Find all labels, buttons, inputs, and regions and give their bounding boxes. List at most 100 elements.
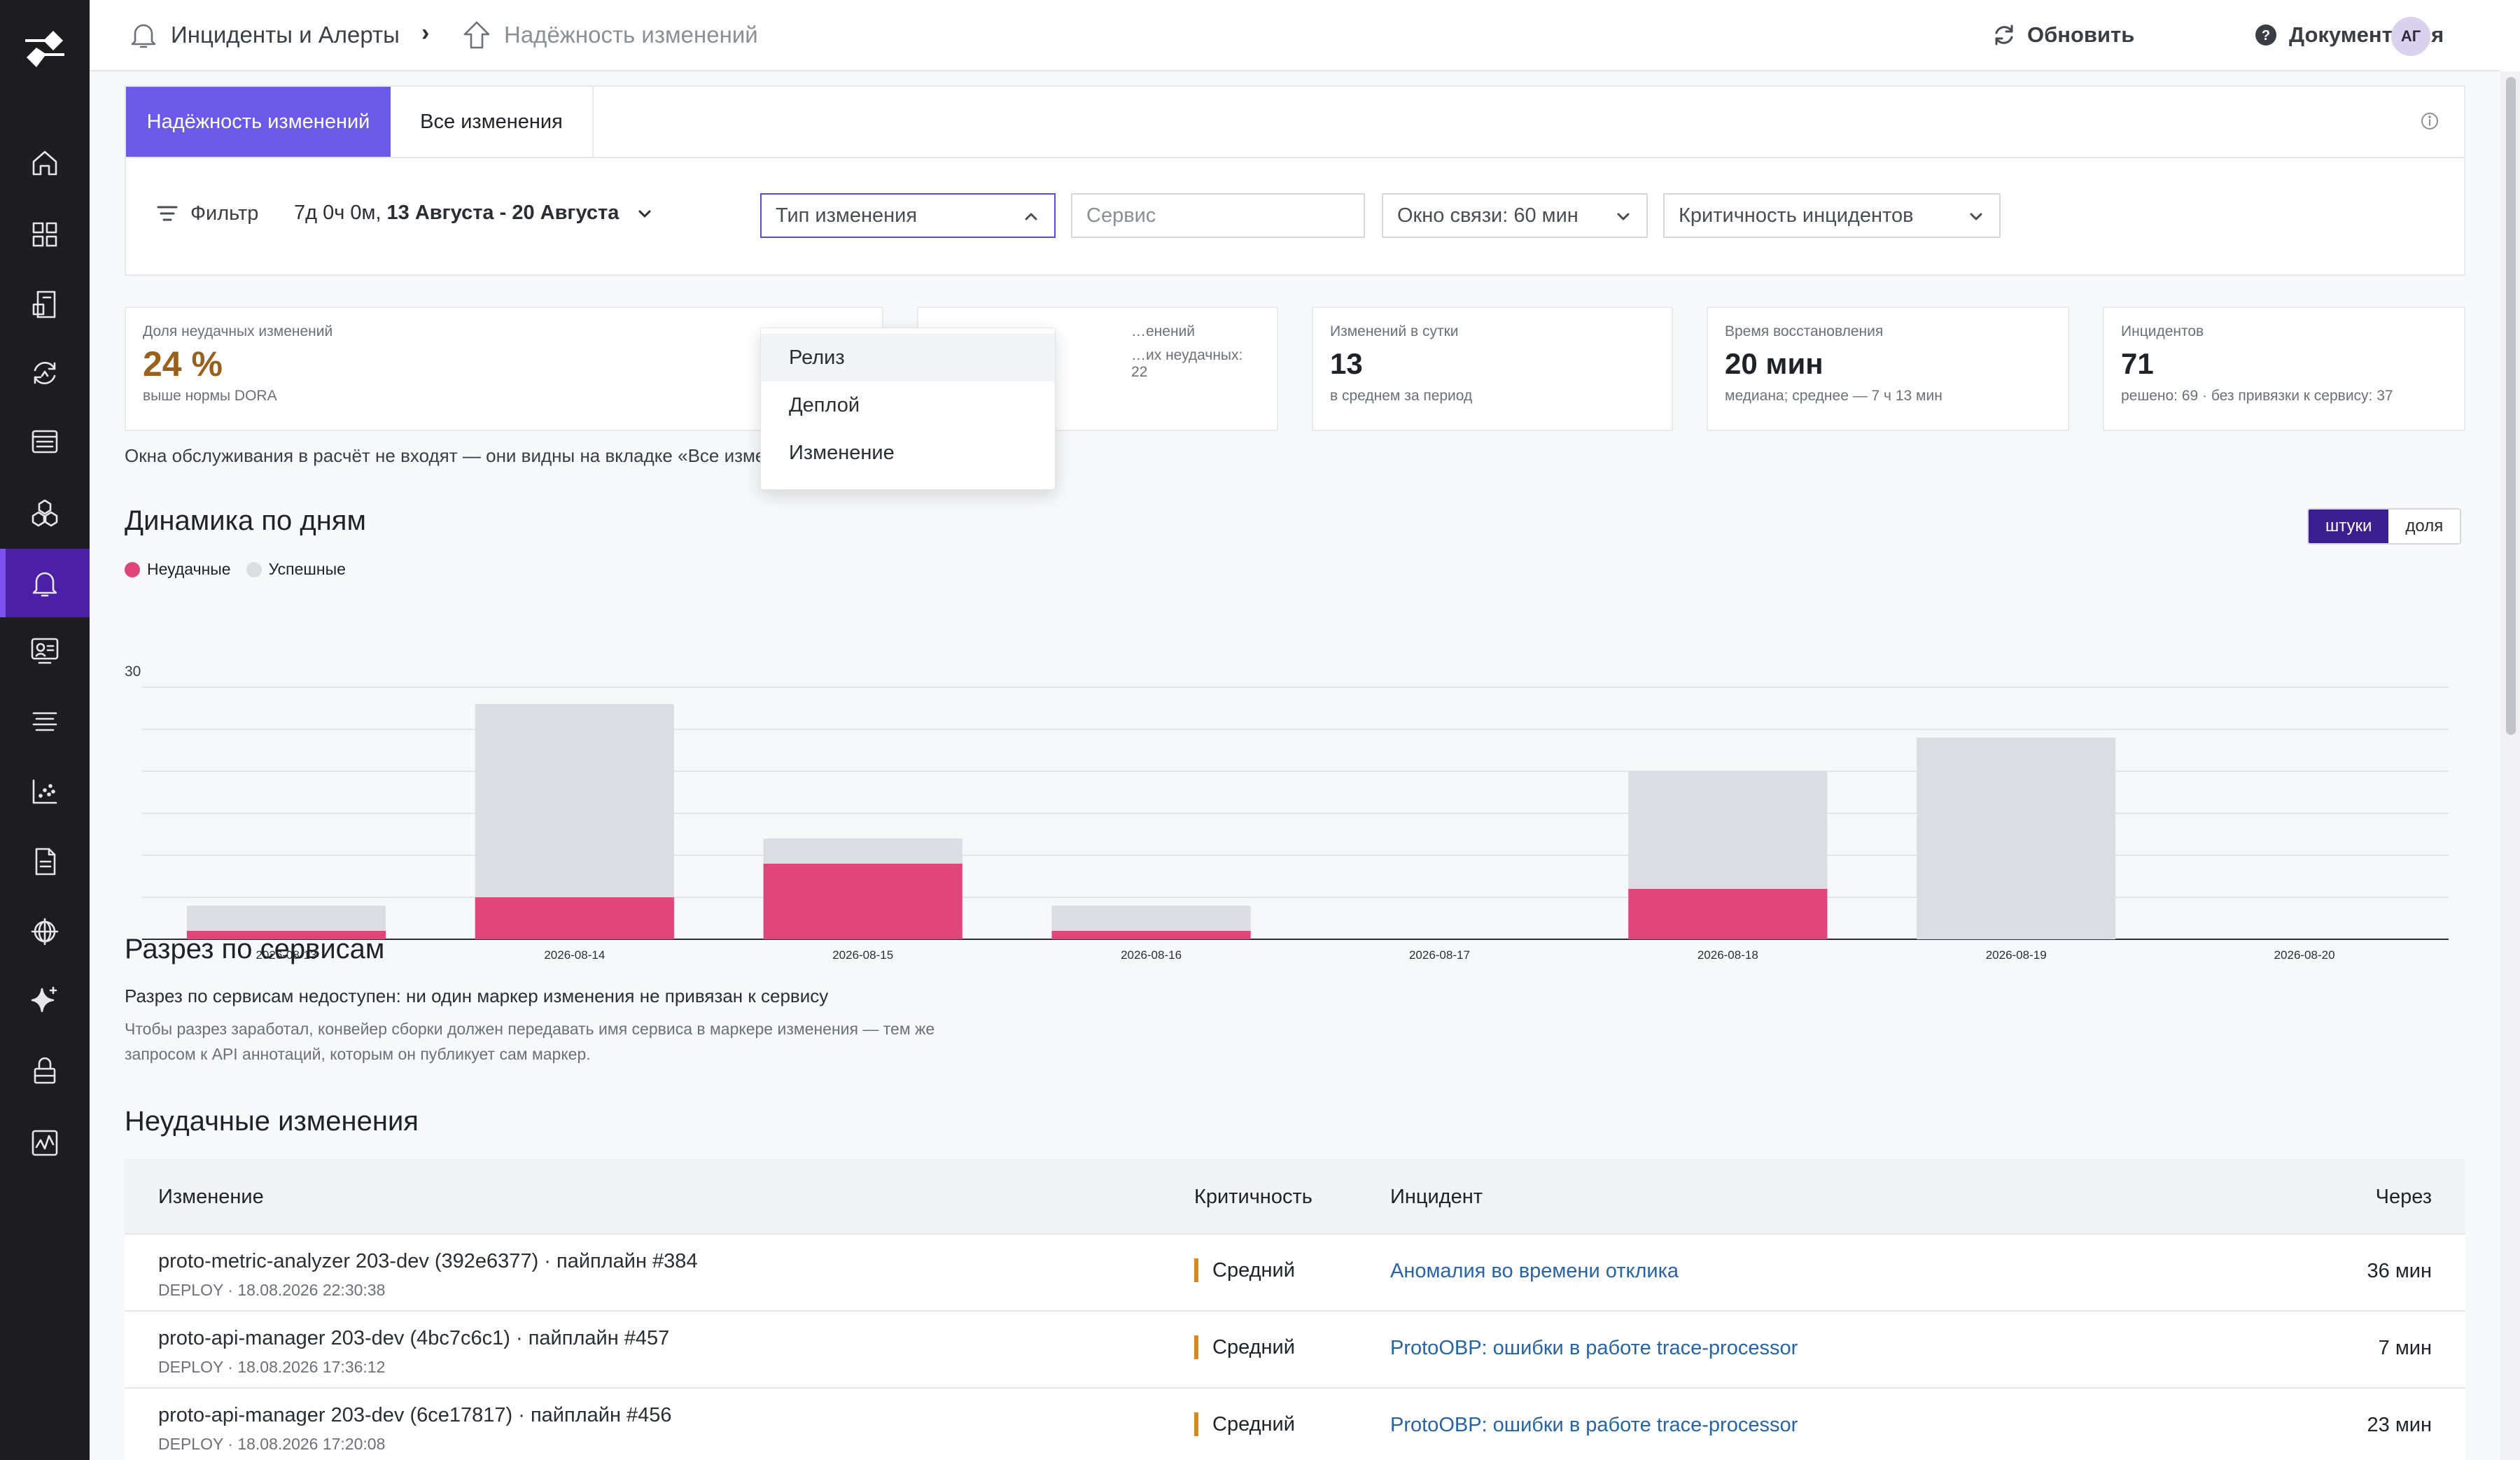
mode-toggle: штуки доля (2307, 508, 2462, 545)
bar-success (186, 906, 386, 931)
mode-count-button[interactable]: штуки (2309, 510, 2389, 543)
tab-all-changes[interactable]: Все изменения (391, 87, 594, 157)
nav-sync[interactable] (0, 339, 90, 407)
x-tick-label: 2026-08-16 (1121, 948, 1182, 962)
kpi-value: 71 (2121, 347, 2154, 380)
avatar[interactable]: АГ (2391, 17, 2430, 56)
filter-button[interactable]: Фильтр (155, 202, 258, 225)
kpi-label: Инцидентов (2121, 323, 2204, 339)
bar-failed (1051, 931, 1251, 939)
scrollbar-thumb[interactable] (2506, 77, 2516, 735)
severity-label: Средний (1212, 1412, 1295, 1436)
kpi-value: 24 % (143, 344, 223, 384)
bar-failed (763, 864, 962, 939)
stack-icon (32, 712, 57, 731)
legend-failed-label: Неудачные (147, 560, 231, 578)
table-header: Изменение Критичность Инцидент Через (125, 1159, 2465, 1235)
legend-ok[interactable]: Успешные (246, 560, 346, 579)
filter-label: Фильтр (190, 202, 259, 225)
change-type-dropdown: Релиз Деплой Изменение (760, 328, 1056, 490)
home-icon (32, 150, 57, 176)
nav-network[interactable] (0, 897, 90, 966)
legend-ok-swatch (246, 561, 262, 577)
list-box-icon (31, 430, 58, 454)
col-after[interactable]: Через (2375, 1185, 2432, 1208)
failed-changes-table: Изменение Критичность Инцидент Через pro… (125, 1159, 2465, 1460)
x-tick-label: 2026-08-19 (1986, 948, 2047, 962)
bell-icon (32, 572, 57, 597)
breadcrumb-separator-icon: › (421, 20, 430, 46)
dropdown-option-deploy[interactable]: Деплой (789, 393, 860, 416)
daily-title: Динамика по дням (125, 505, 366, 536)
incident-link[interactable]: ProtoOBP: ошибки в работе trace-processo… (1390, 1337, 1798, 1359)
nav-ai[interactable] (0, 966, 90, 1034)
col-severity[interactable]: Критичность (1194, 1185, 1312, 1208)
nav-security[interactable] (0, 1036, 90, 1104)
breadcrumb-root-label: Инциденты и Алерты (171, 22, 400, 48)
nav-reports[interactable] (0, 827, 90, 896)
nav-monitoring[interactable] (0, 616, 90, 685)
help-icon: ? (2255, 24, 2276, 45)
chevron-down-icon (1970, 213, 1982, 220)
mode-share-button[interactable]: доля (2388, 510, 2460, 543)
tab-change-reliability[interactable]: Надёжность изменений (126, 87, 391, 157)
arrow-up-icon (463, 21, 490, 49)
bar-failed (186, 931, 386, 939)
nav-metrics[interactable] (0, 757, 90, 826)
info-icon[interactable] (2419, 111, 2440, 132)
bell-icon (131, 24, 156, 48)
globe-icon (31, 918, 59, 946)
refresh-button[interactable]: Обновить (1991, 0, 2134, 70)
sidebar (0, 0, 90, 1460)
dropdown-option-change[interactable]: Изменение (789, 441, 895, 464)
severity-marker (1194, 1335, 1198, 1359)
table-row[interactable]: proto-metric-analyzer 203-dev (392e6377)… (125, 1235, 2465, 1312)
severity-cell: Средний (1194, 1335, 1295, 1359)
change-meta: DEPLOY · 18.08.2026 17:36:12 (158, 1358, 386, 1376)
nav-pipelines[interactable] (0, 687, 90, 756)
col-incident[interactable]: Инцидент (1390, 1185, 1483, 1208)
severity-select[interactable]: Критичность инцидентов (1663, 193, 2001, 238)
breadcrumb-root[interactable]: Инциденты и Алерты (127, 0, 400, 70)
nav-logs[interactable] (0, 407, 90, 476)
nav-notebooks[interactable] (0, 270, 90, 339)
change-title: proto-api-manager 203-dev (6ce17817) · п… (158, 1404, 672, 1426)
legend-ok-label: Успешные (268, 560, 346, 578)
nav-home[interactable] (0, 129, 90, 197)
severity-marker (1194, 1258, 1198, 1282)
incident-link[interactable]: Аномалия во времени отклика (1390, 1260, 1679, 1282)
filter-icon (157, 206, 178, 221)
table-row[interactable]: proto-api-manager 203-dev (6ce17817) · п… (125, 1389, 2465, 1460)
x-tick-label: 2026-08-20 (2274, 948, 2335, 962)
kpi-recovery-time: Время восстановления 20 мин медиана; сре… (1707, 307, 2069, 431)
incident-link[interactable]: ProtoOBP: ошибки в работе trace-processo… (1390, 1414, 1798, 1436)
change-type-select[interactable]: Тип изменения (760, 193, 1056, 238)
kpi-value: 20 мин (1725, 347, 1823, 380)
nav-incidents[interactable] (0, 549, 90, 617)
after-time: 7 мин (2378, 1337, 2432, 1359)
dropdown-option-release[interactable]: Релиз (761, 334, 1055, 381)
nav-dashboards[interactable] (0, 200, 90, 269)
chevron-down-icon (1617, 213, 1630, 220)
severity-cell: Средний (1194, 1258, 1295, 1282)
screen-icon (31, 638, 59, 664)
legend-failed[interactable]: Неудачные (125, 560, 231, 579)
app-logo-icon[interactable] (21, 27, 69, 71)
severity-value: Критичность инцидентов (1679, 204, 1914, 227)
change-meta: DEPLOY · 18.08.2026 22:30:38 (158, 1281, 386, 1299)
severity-marker (1194, 1412, 1198, 1436)
top-header: Инциденты и Алерты › Надёжность изменени… (90, 0, 2500, 71)
bar-failed (475, 897, 674, 939)
change-title: proto-api-manager 203-dev (4bc7c6c1) · п… (158, 1327, 670, 1349)
kpi-sub: медиана; среднее — 7 ч 13 мин (1725, 388, 1942, 404)
table-row[interactable]: proto-api-manager 203-dev (4bc7c6c1) · п… (125, 1312, 2465, 1389)
kpi-label: Изменений в сутки (1330, 323, 1459, 339)
window-select[interactable]: Окно связи: 60 мин (1382, 193, 1648, 238)
date-range-picker[interactable]: 7д 0ч 0м, 13 Августа - 20 Августа (294, 202, 654, 225)
nav-activity[interactable] (0, 1109, 90, 1177)
filter-bar: Фильтр 7д 0ч 0м, 13 Августа - 20 Августа… (125, 158, 2465, 276)
nav-services[interactable] (0, 479, 90, 547)
service-input[interactable]: Сервис (1071, 193, 1365, 238)
breadcrumb-current: Надёжность изменений (461, 0, 758, 70)
col-change[interactable]: Изменение (158, 1185, 264, 1208)
